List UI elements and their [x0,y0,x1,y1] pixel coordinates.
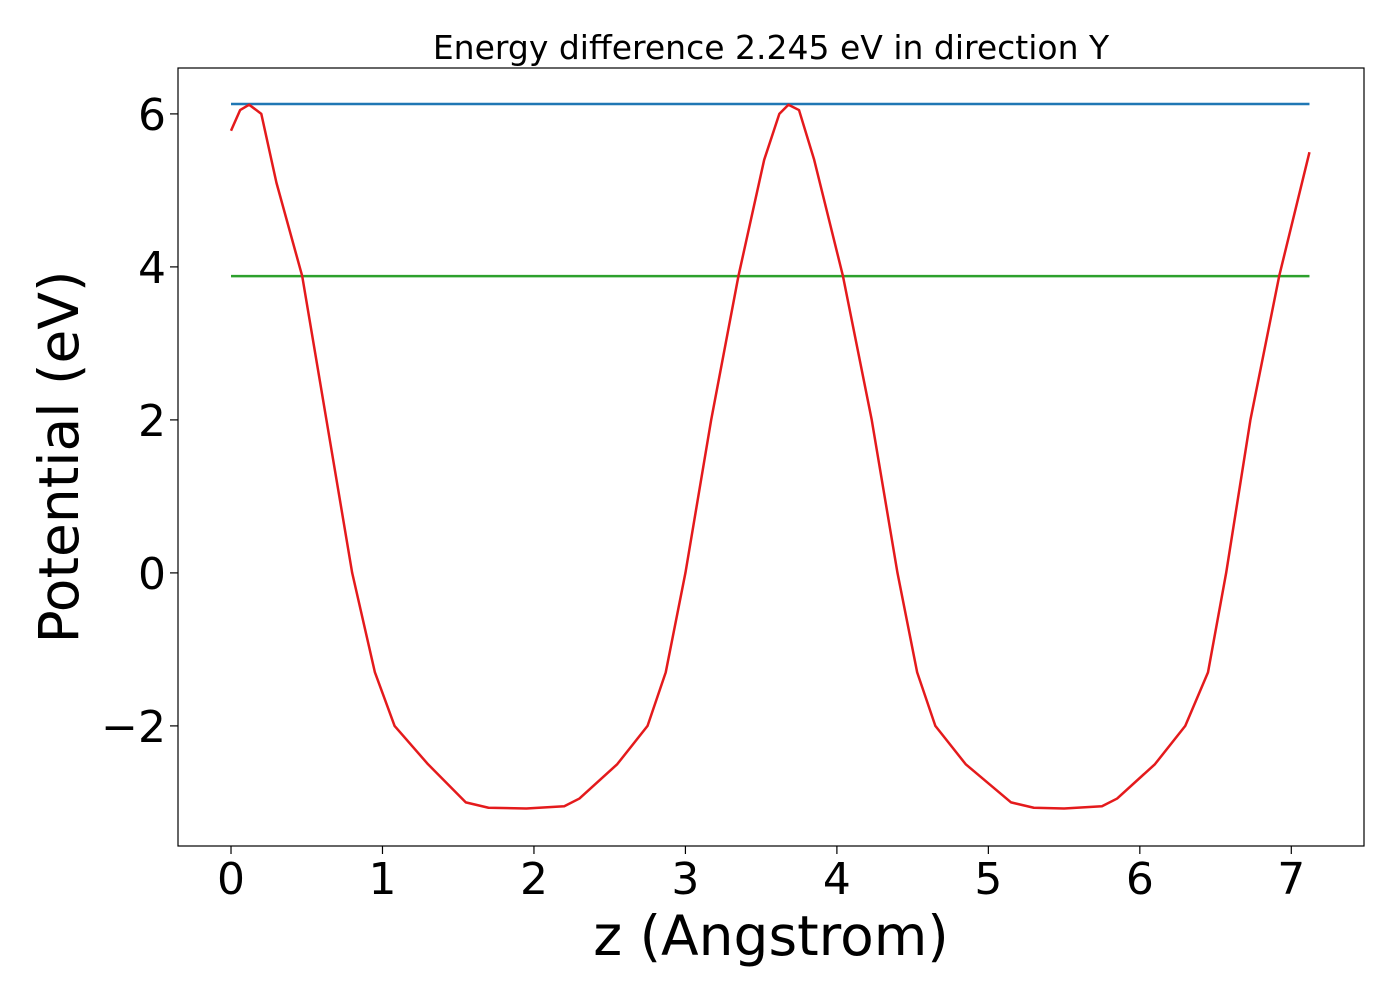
plot-frame [177,67,1365,847]
series-line [229,103,1311,810]
x-tick-label: 3 [671,854,699,905]
x-tick-label: 1 [368,854,396,905]
x-tick-label: 0 [217,854,245,905]
y-tick-label: 2 [138,396,166,447]
x-tick-label: 2 [520,854,548,905]
x-tick-label: 5 [974,854,1002,905]
y-tick-label: 6 [138,90,166,141]
y-tick-label: 4 [138,243,166,294]
y-axis-label: Potential (eV) [27,271,91,644]
x-axis-label: z (Angstrom) [593,904,949,968]
y-tick-label: −2 [101,702,166,753]
x-tick-label: 4 [823,854,851,905]
x-tick-label: 7 [1277,854,1305,905]
y-tick-label: 0 [138,549,166,600]
x-tick-label: 6 [1126,854,1154,905]
chart-title: Energy difference 2.245 eV in direction … [433,28,1110,67]
